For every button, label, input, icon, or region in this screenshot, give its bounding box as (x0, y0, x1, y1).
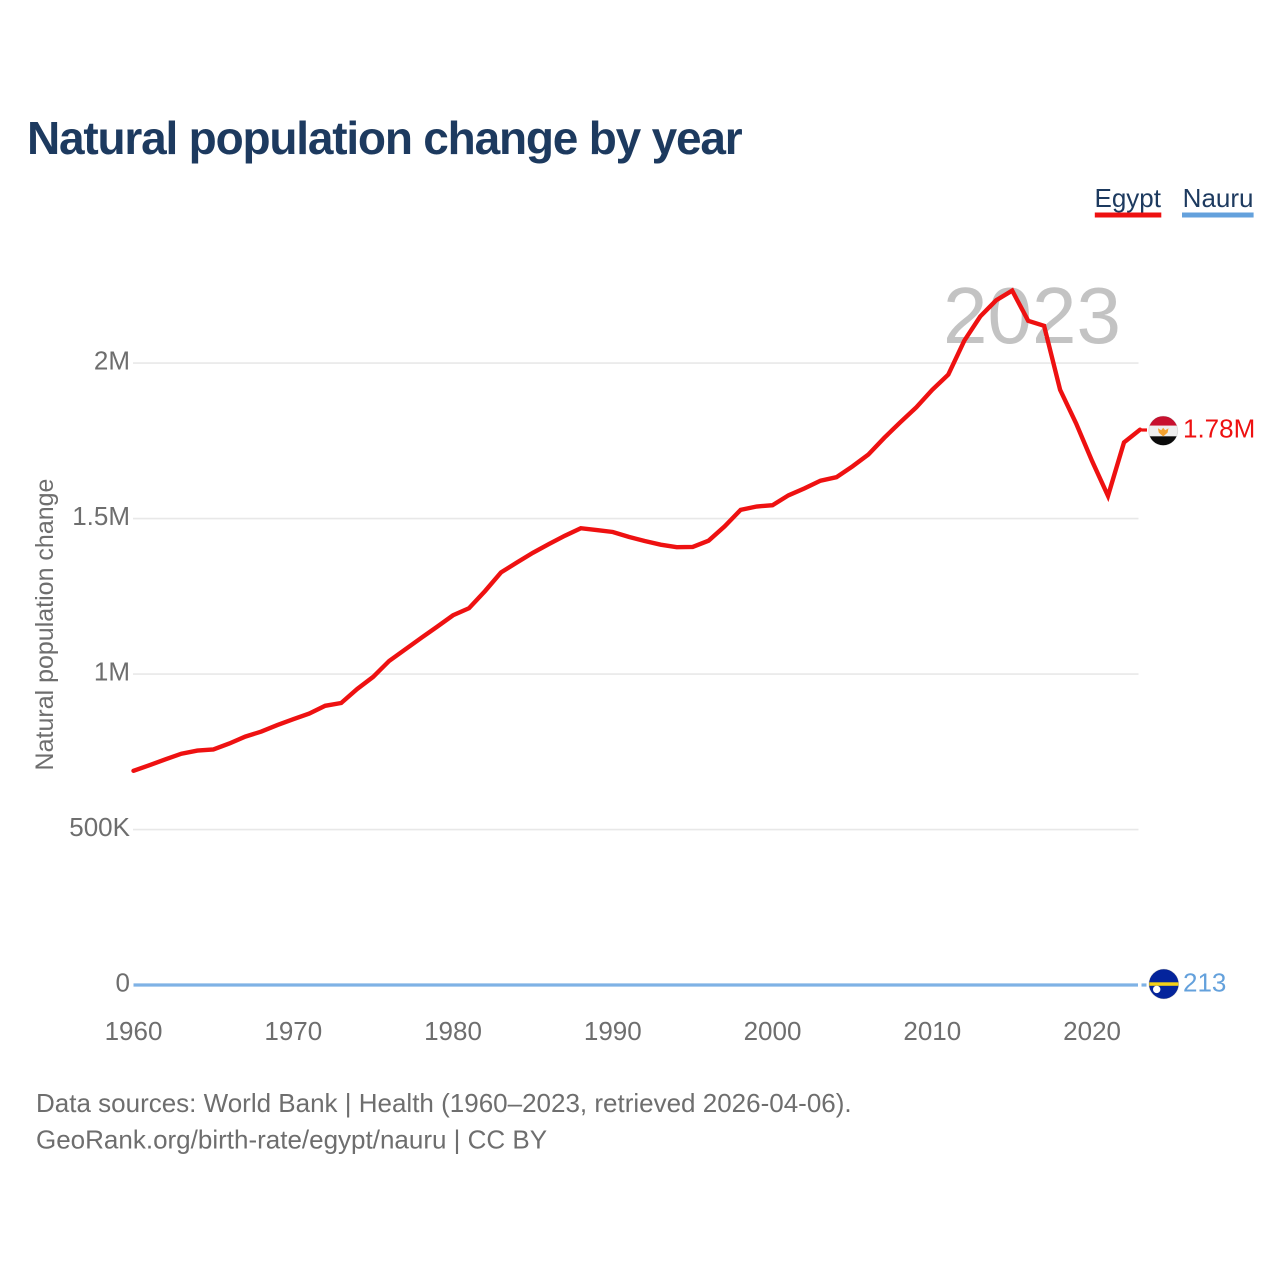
svg-text:1990: 1990 (584, 1016, 642, 1046)
svg-text:1960: 1960 (105, 1016, 163, 1046)
svg-text:Natural population change: Natural population change (31, 479, 59, 771)
svg-text:1970: 1970 (264, 1016, 322, 1046)
svg-text:2020: 2020 (1063, 1016, 1121, 1046)
svg-text:Natural population change by y: Natural population change by year (27, 112, 743, 164)
svg-text:Data sources: World Bank | Hea: Data sources: World Bank | Health (1960–… (36, 1088, 852, 1118)
svg-text:2010: 2010 (903, 1016, 961, 1046)
svg-text:2023: 2023 (943, 271, 1121, 360)
svg-text:2000: 2000 (744, 1016, 802, 1046)
svg-text:Nauru: Nauru (1183, 183, 1254, 213)
svg-text:1.78M: 1.78M (1183, 413, 1255, 443)
svg-text:1.5M: 1.5M (72, 501, 130, 531)
svg-text:213: 213 (1183, 967, 1226, 997)
svg-text:500K: 500K (69, 812, 130, 842)
svg-text:Egypt: Egypt (1095, 183, 1162, 213)
svg-text:1980: 1980 (424, 1016, 482, 1046)
svg-text:0: 0 (116, 968, 130, 998)
svg-text:2M: 2M (94, 346, 130, 376)
svg-text:GeoRank.org/birth-rate/egypt/n: GeoRank.org/birth-rate/egypt/nauru | CC … (36, 1124, 547, 1154)
svg-text:1M: 1M (94, 657, 130, 687)
